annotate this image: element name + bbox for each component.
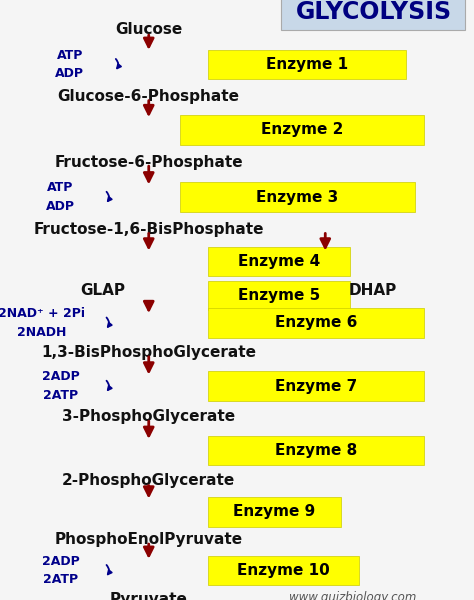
Text: 2NAD⁺ + 2Pi: 2NAD⁺ + 2Pi [0,307,85,320]
Text: ATP: ATP [56,49,83,62]
FancyBboxPatch shape [180,115,424,145]
Text: ADP: ADP [55,67,84,80]
Text: ATP: ATP [47,181,73,194]
Text: ADP: ADP [46,200,75,213]
Text: Enzyme 2: Enzyme 2 [261,122,343,137]
Text: Enzyme 9: Enzyme 9 [233,505,315,520]
FancyBboxPatch shape [208,308,424,338]
Text: www.quizbiology.com: www.quizbiology.com [290,592,417,600]
Text: 2ADP: 2ADP [42,554,79,568]
Text: Glucose-6-Phosphate: Glucose-6-Phosphate [58,89,240,104]
Text: Enzyme 1: Enzyme 1 [265,57,348,72]
FancyBboxPatch shape [208,497,341,527]
Text: 2ADP: 2ADP [42,370,79,383]
Text: Enzyme 4: Enzyme 4 [237,254,320,269]
Text: Pyruvate: Pyruvate [110,592,188,600]
FancyArrowPatch shape [107,192,112,201]
Text: 3-PhosphoGlycerate: 3-PhosphoGlycerate [62,409,235,424]
FancyArrowPatch shape [116,59,121,68]
Text: Enzyme 3: Enzyme 3 [256,190,338,205]
Text: Enzyme 8: Enzyme 8 [275,443,357,458]
FancyArrowPatch shape [107,381,112,390]
Text: 2NADH: 2NADH [17,326,66,339]
FancyArrowPatch shape [107,317,112,327]
Text: GLAP: GLAP [81,283,126,298]
Text: DHAP: DHAP [348,283,397,298]
Text: Enzyme 5: Enzyme 5 [237,288,320,303]
FancyBboxPatch shape [208,247,350,277]
Text: GLYCOLYSIS: GLYCOLYSIS [296,1,452,25]
Text: Enzyme 6: Enzyme 6 [275,316,357,331]
FancyBboxPatch shape [208,371,424,401]
FancyBboxPatch shape [281,0,465,31]
FancyBboxPatch shape [208,436,424,466]
FancyBboxPatch shape [208,556,359,586]
FancyArrowPatch shape [107,565,112,574]
Text: Enzyme 7: Enzyme 7 [275,379,357,394]
FancyBboxPatch shape [208,50,406,79]
FancyBboxPatch shape [208,281,350,310]
Text: 1,3-BisPhosphoGlycerate: 1,3-BisPhosphoGlycerate [41,345,256,360]
Text: 2ATP: 2ATP [43,389,78,402]
FancyBboxPatch shape [180,182,415,212]
Text: PhosphoEnolPyruvate: PhosphoEnolPyruvate [55,532,243,547]
Text: Fructose-6-Phosphate: Fructose-6-Phosphate [55,155,243,170]
Text: 2-PhosphoGlycerate: 2-PhosphoGlycerate [62,473,236,488]
Text: Fructose-1,6-BisPhosphate: Fructose-1,6-BisPhosphate [34,222,264,237]
Text: Glucose: Glucose [115,22,182,37]
Text: Enzyme 10: Enzyme 10 [237,563,330,578]
Text: 2ATP: 2ATP [43,574,78,586]
